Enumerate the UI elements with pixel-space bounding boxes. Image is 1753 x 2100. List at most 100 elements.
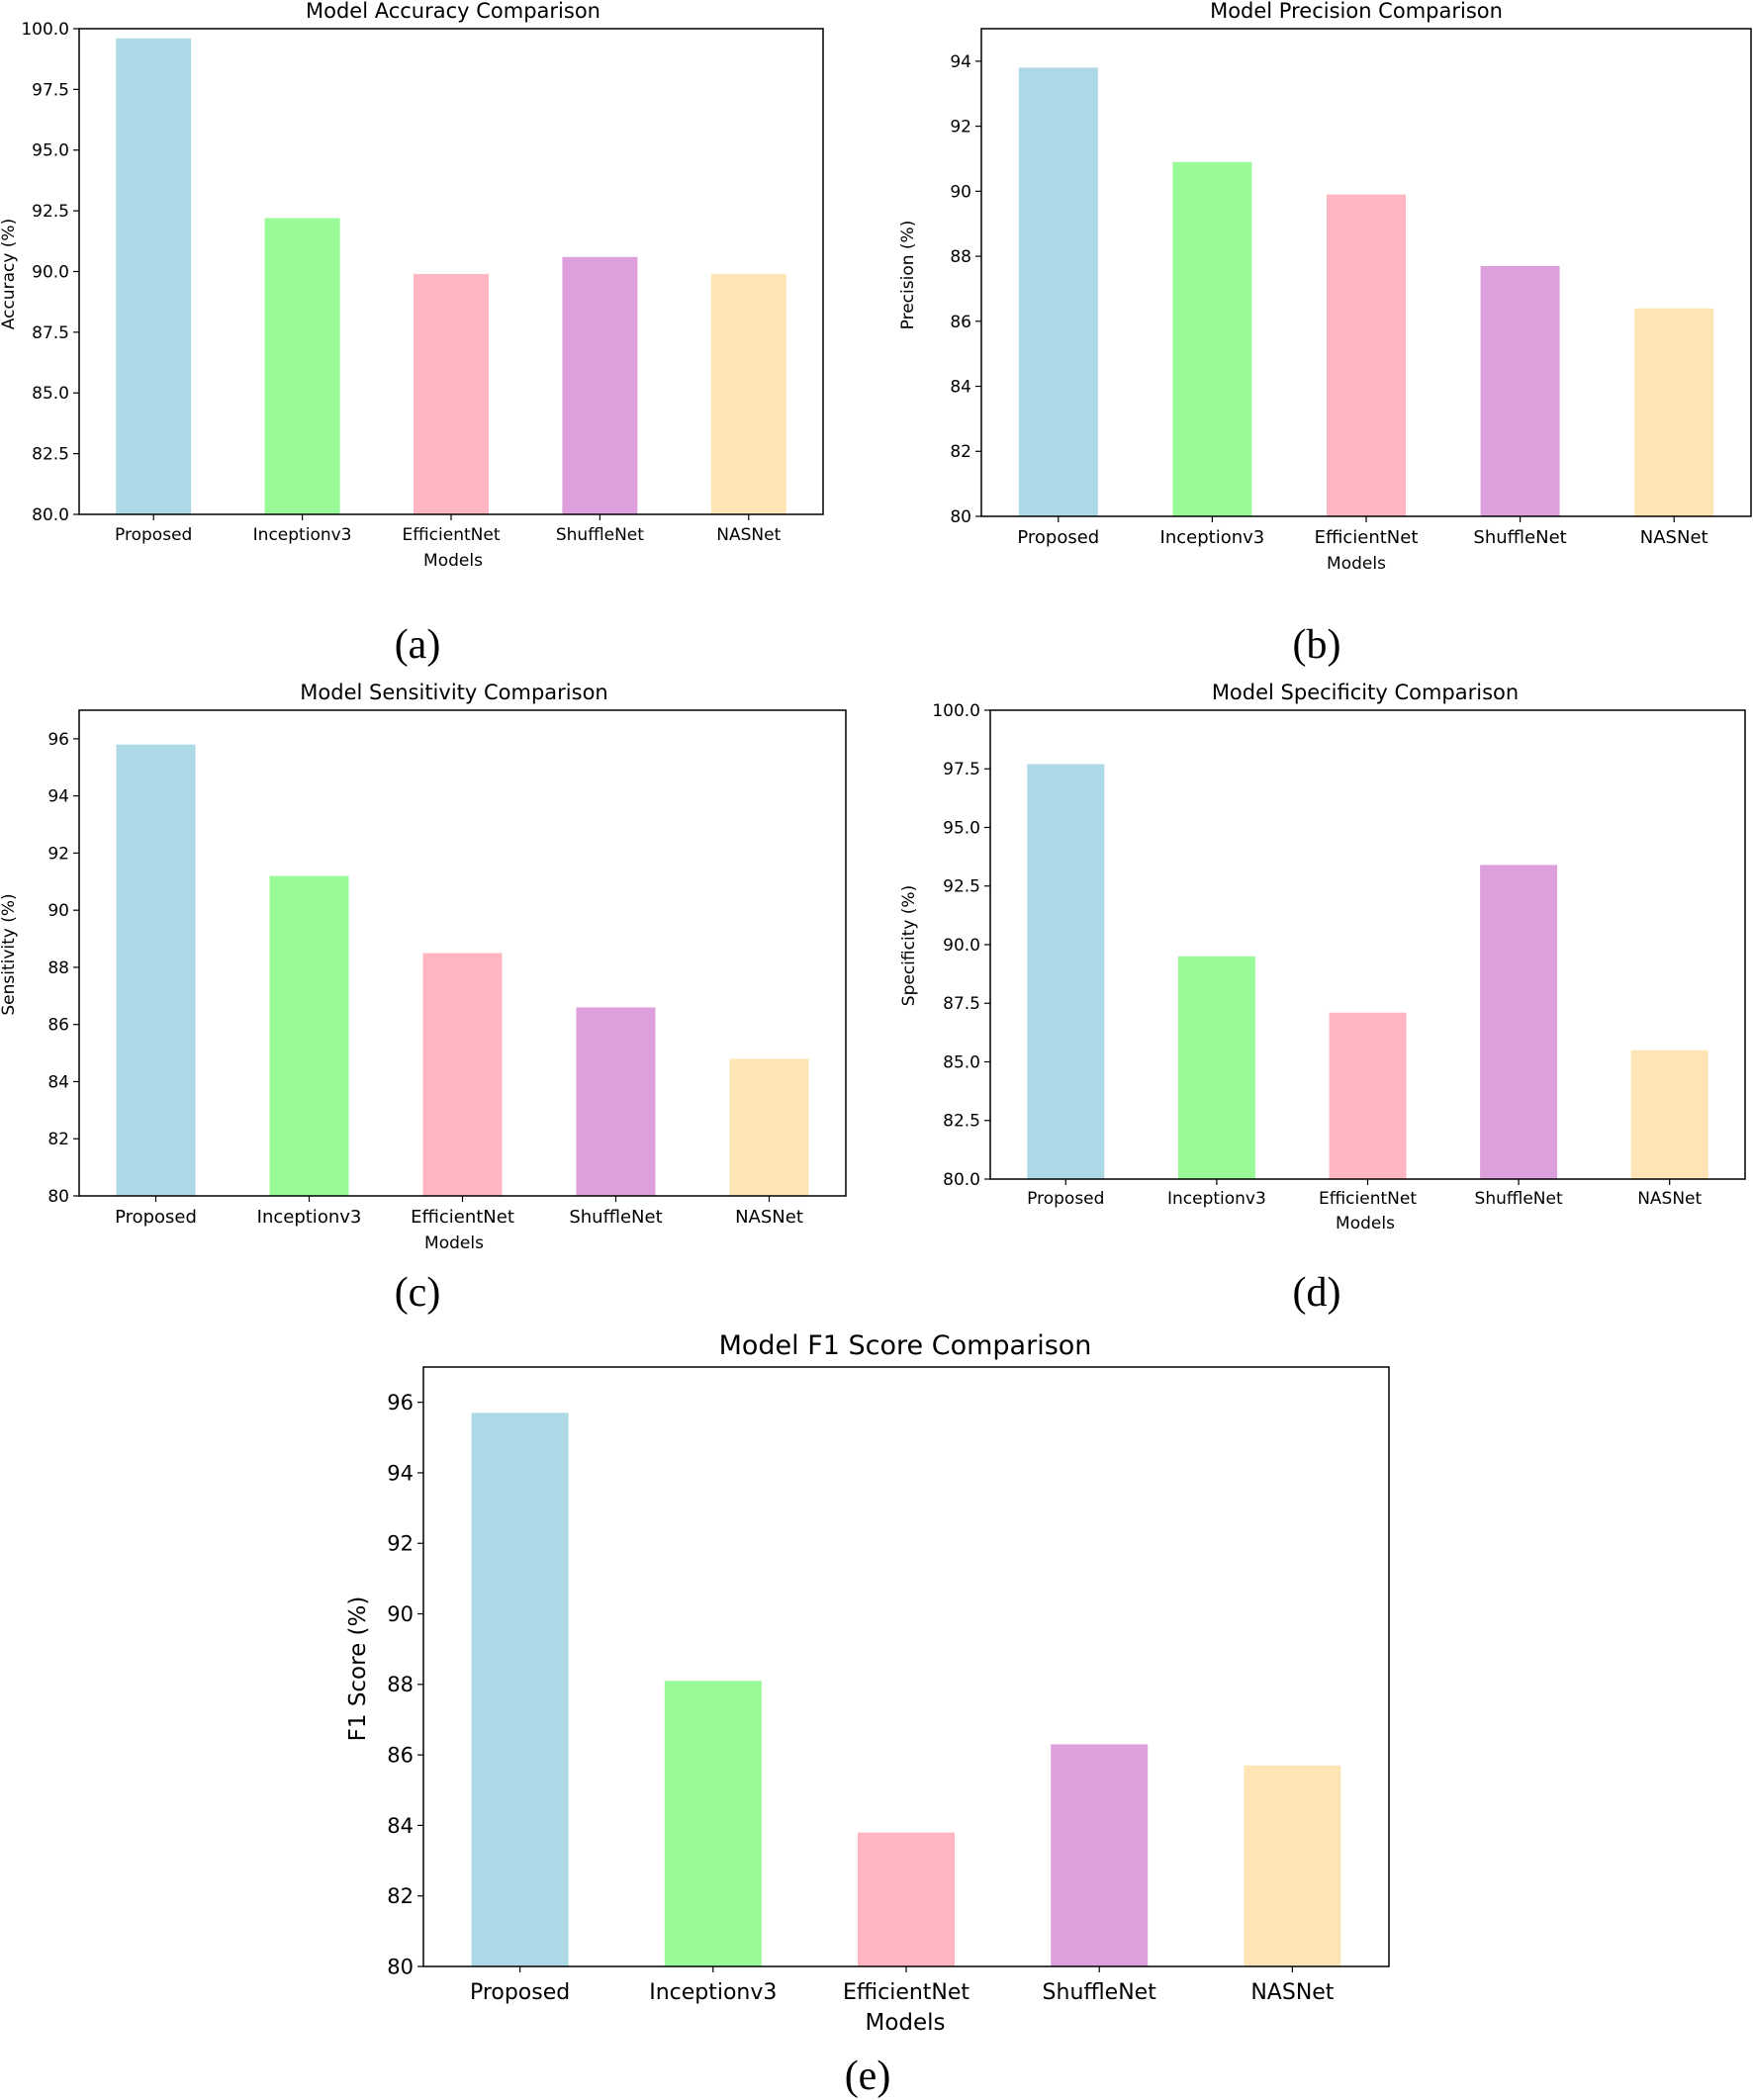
x-tick-label: EfficientNet — [843, 1980, 969, 2005]
x-tick-label: Inceptionv3 — [257, 1207, 362, 1228]
y-tick-label: 94 — [387, 1461, 414, 1485]
x-tick-label: NASNet — [1640, 527, 1708, 548]
y-tick-label: 80 — [47, 1187, 69, 1207]
bar-efficientnet — [414, 273, 489, 514]
y-tick-label: 80.0 — [32, 505, 69, 525]
chart-title: Model Specificity Comparison — [1212, 681, 1519, 704]
chart-title: Model Accuracy Comparison — [306, 0, 600, 23]
y-tick-label: 84 — [387, 1814, 414, 1838]
y-tick-label: 90 — [950, 182, 971, 202]
x-tick-label: ShuffleNet — [1475, 1189, 1563, 1209]
panel-label: (d) — [1293, 1270, 1341, 1316]
x-axis-label: Models — [1336, 1214, 1395, 1233]
chart-title: Model Precision Comparison — [1210, 0, 1503, 23]
x-tick-label: Proposed — [115, 1207, 197, 1228]
y-tick-label: 92 — [47, 844, 69, 864]
x-tick-label: Inceptionv3 — [1160, 527, 1265, 548]
y-tick-label: 80.0 — [943, 1170, 980, 1190]
x-tick-label: NASNet — [1250, 1980, 1334, 2005]
y-tick-label: 94 — [47, 787, 69, 807]
bar-nasnet — [1634, 308, 1714, 516]
chart-sensitivity: Model Sensitivity Comparison Models Sens… — [0, 681, 847, 1316]
y-tick-label: 82 — [387, 1884, 414, 1908]
chart-precision: Model Precision Comparison Models Precis… — [898, 0, 1752, 668]
bar-nasnet — [1630, 1050, 1708, 1179]
x-tick-label: EfficientNet — [1319, 1189, 1417, 1209]
bar-nasnet — [710, 273, 786, 514]
y-tick-label: 82.5 — [943, 1112, 980, 1132]
bar-efficientnet — [1329, 1012, 1407, 1179]
y-tick-label: 82 — [47, 1130, 69, 1149]
bar-efficientnet — [1327, 194, 1406, 516]
y-tick-label: 85.0 — [32, 384, 69, 404]
y-tick-label: 97.5 — [943, 760, 980, 779]
bar-proposed — [471, 1413, 569, 1966]
bar-shufflenet — [1480, 265, 1560, 516]
y-tick-label: 88 — [950, 247, 971, 267]
y-tick-label: 94 — [950, 52, 971, 72]
bar-inceptionv3 — [269, 875, 349, 1196]
y-tick-label: 90 — [387, 1602, 414, 1626]
x-tick-label: EfficientNet — [403, 525, 501, 545]
y-tick-label: 90.0 — [943, 936, 980, 956]
chart-f1-score: Model F1 Score Comparison Models F1 Scor… — [345, 1330, 1390, 2099]
y-tick-label: 92 — [950, 118, 971, 137]
x-axis-label: Models — [423, 551, 483, 571]
y-axis-label: F1 Score (%) — [345, 1597, 371, 1742]
y-tick-label: 92 — [387, 1532, 414, 1556]
bar-inceptionv3 — [1177, 956, 1255, 1179]
y-tick-label: 97.5 — [32, 80, 69, 100]
x-tick-label: Proposed — [1027, 1189, 1104, 1209]
x-axis-label: Models — [1327, 554, 1386, 574]
y-tick-label: 100.0 — [932, 701, 980, 721]
panel-label: (c) — [395, 1270, 441, 1316]
x-tick-label: EfficientNet — [1315, 527, 1419, 548]
y-tick-label: 95.0 — [32, 141, 69, 161]
x-tick-label: Inceptionv3 — [1167, 1189, 1266, 1209]
y-tick-label: 87.5 — [32, 323, 69, 343]
y-axis-label: Accuracy (%) — [0, 219, 19, 329]
x-tick-label: Inceptionv3 — [253, 525, 352, 545]
x-tick-label: Proposed — [470, 1980, 570, 2005]
y-tick-label: 88 — [47, 959, 69, 978]
bar-inceptionv3 — [264, 218, 340, 515]
x-tick-label: ShuffleNet — [1473, 527, 1566, 548]
y-tick-label: 100.0 — [21, 20, 69, 40]
bar-inceptionv3 — [1172, 161, 1252, 516]
y-tick-label: 86 — [950, 313, 971, 332]
bar-inceptionv3 — [664, 1681, 762, 1966]
x-tick-label: EfficientNet — [411, 1207, 514, 1228]
x-tick-label: ShuffleNet — [556, 525, 644, 545]
x-tick-label: ShuffleNet — [1043, 1980, 1157, 2005]
chart-title: Model Sensitivity Comparison — [300, 681, 607, 704]
y-axis-label: Precision (%) — [898, 221, 918, 330]
bar-nasnet — [1244, 1765, 1341, 1966]
bar-proposed — [116, 38, 192, 514]
y-tick-label: 90 — [47, 901, 69, 921]
x-tick-label: Proposed — [1017, 527, 1099, 548]
bar-shufflenet — [576, 1007, 656, 1196]
bar-shufflenet — [1051, 1744, 1149, 1966]
x-axis-label: Models — [865, 2010, 945, 2036]
x-tick-label: Inceptionv3 — [649, 1980, 777, 2005]
y-tick-label: 88 — [387, 1673, 414, 1696]
y-tick-label: 85.0 — [943, 1052, 980, 1072]
bar-proposed — [1018, 67, 1098, 516]
bar-efficientnet — [422, 953, 503, 1196]
y-tick-label: 96 — [387, 1391, 414, 1415]
y-tick-label: 80 — [387, 1955, 414, 1978]
y-tick-label: 86 — [387, 1743, 414, 1767]
y-tick-label: 84 — [47, 1072, 69, 1092]
chart-accuracy: Model Accuracy Comparison Models Accurac… — [0, 0, 824, 668]
panel-label: (e) — [845, 2054, 891, 2099]
bar-shufflenet — [562, 256, 638, 514]
y-tick-label: 86 — [47, 1016, 69, 1036]
x-tick-label: NASNet — [1637, 1189, 1702, 1209]
bar-efficientnet — [858, 1832, 955, 1966]
y-tick-label: 82 — [950, 442, 971, 462]
y-tick-label: 82.5 — [32, 445, 69, 465]
chart-specificity: Model Specificity Comparison Models Spec… — [899, 681, 1746, 1316]
bar-shufflenet — [1480, 865, 1558, 1179]
x-tick-label: NASNet — [735, 1207, 803, 1228]
